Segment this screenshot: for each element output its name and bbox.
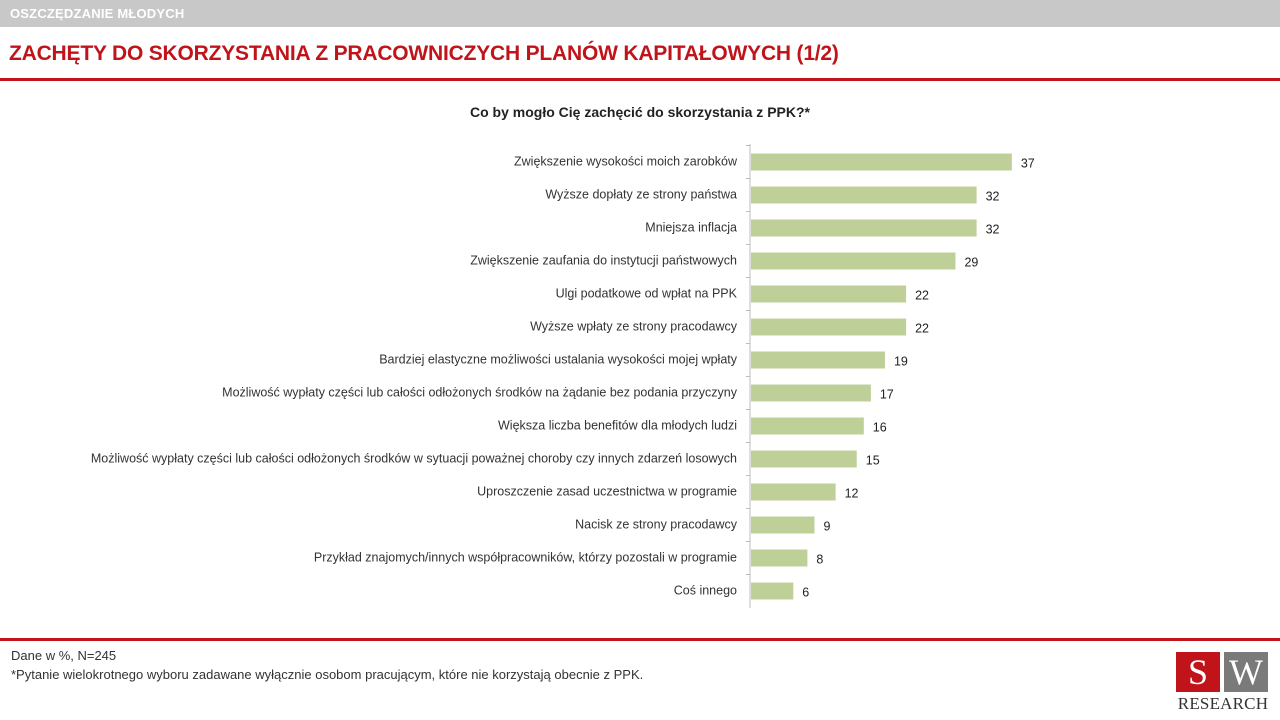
bar	[751, 153, 1012, 171]
page-title: ZACHĘTY DO SKORZYSTANIA Z PRACOWNICZYCH …	[9, 42, 839, 65]
bar	[751, 582, 794, 600]
bar	[751, 384, 871, 402]
category-label: Nacisk ze strony pracodawcy	[575, 517, 738, 531]
question-note: *Pytanie wielokrotnego wyboru zadawane w…	[11, 667, 644, 682]
bar	[751, 450, 857, 468]
data-label: 12	[845, 486, 859, 500]
data-label: 37	[1021, 156, 1035, 170]
category-label: Coś innego	[674, 583, 737, 597]
bar	[751, 219, 977, 237]
sample-note: Dane w %, N=245	[11, 648, 117, 663]
category-label: Bardziej elastyczne możliwości ustalania…	[379, 352, 738, 366]
category-label: Wyższe dopłaty ze strony państwa	[545, 187, 737, 201]
logo-s-block: S	[1176, 652, 1220, 692]
data-label: 9	[823, 519, 830, 533]
category-label: Mniejsza inflacja	[645, 220, 737, 234]
bar	[751, 252, 956, 270]
data-label: 15	[866, 453, 880, 467]
title-divider	[0, 78, 1280, 81]
data-label: 17	[880, 387, 894, 401]
data-label: 16	[873, 420, 887, 434]
bar-chart-svg: Zwiększenie wysokości moich zarobków 37 Wy…	[91, 144, 1035, 608]
category-label: Większa liczba benefitów dla młodych lud…	[498, 418, 737, 432]
bar	[751, 318, 907, 336]
data-label: 19	[894, 354, 908, 368]
bar-chart: Zwiększenie wysokości moich zarobków 37 Wy…	[0, 130, 1280, 620]
category-label: Zwiększenie zaufania do instytucji państ…	[470, 253, 737, 267]
section-band: OSZCZĘDZANIE MŁODYCH	[0, 0, 1280, 27]
category-label: Ulgi podatkowe od wpłat na PPK	[556, 286, 738, 300]
section-label: OSZCZĘDZANIE MŁODYCH	[10, 6, 185, 21]
bar	[751, 516, 815, 534]
category-label: Uproszczenie zasad uczestnictwa w progra…	[477, 484, 737, 498]
bar	[751, 417, 864, 435]
data-label: 32	[986, 189, 1000, 203]
category-label: Możliwość wypłaty części lub całości odł…	[91, 451, 737, 465]
category-label: Zwiększenie wysokości moich zarobków	[514, 154, 738, 168]
data-label: 8	[816, 552, 823, 566]
bar	[751, 483, 836, 501]
logo-w-block: W	[1224, 652, 1268, 692]
bar	[751, 351, 885, 369]
category-label: Przykład znajomych/innych współpracownik…	[314, 550, 737, 564]
data-label: 22	[915, 288, 929, 302]
category-label: Wyższe wpłaty ze strony pracodawcy	[530, 319, 738, 333]
footer-divider	[0, 638, 1280, 641]
data-label: 32	[986, 222, 1000, 236]
data-label: 6	[802, 585, 809, 599]
sw-research-logo: S W RESEARCH	[1176, 652, 1270, 714]
data-label: 22	[915, 321, 929, 335]
bar	[751, 549, 808, 567]
logo-text: RESEARCH	[1177, 694, 1269, 713]
data-label: 29	[964, 255, 978, 269]
bar	[751, 186, 977, 204]
category-label: Możliwość wypłaty części lub całości odł…	[222, 385, 738, 399]
chart-question: Co by mogło Cię zachęcić do skorzystania…	[470, 104, 810, 120]
bar	[751, 285, 907, 303]
